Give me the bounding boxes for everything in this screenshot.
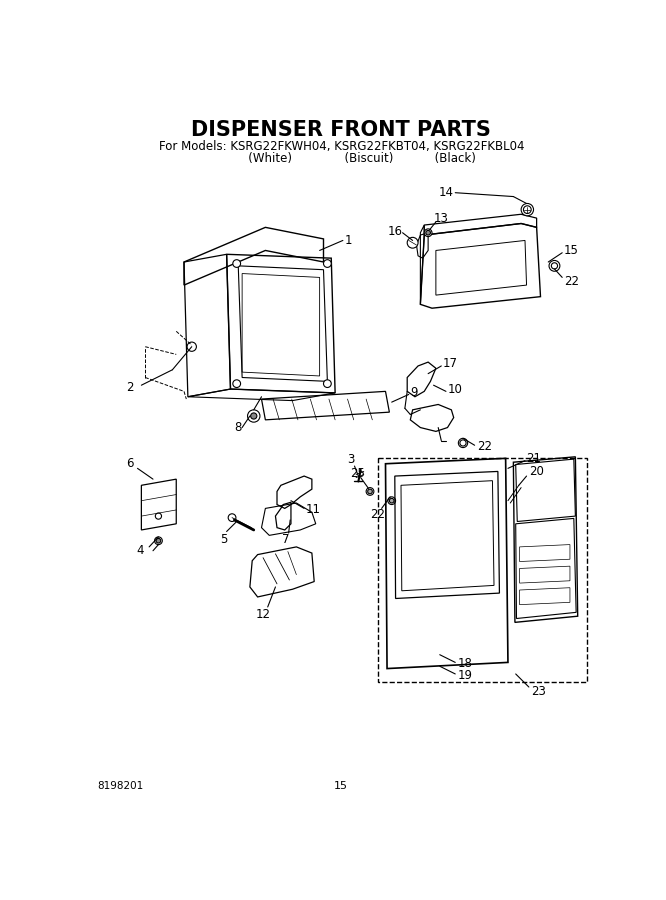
Circle shape — [233, 260, 240, 267]
Text: 9: 9 — [410, 386, 418, 400]
Text: For Models: KSRG22FKWH04, KSRG22FKBT04, KSRG22FKBL04: For Models: KSRG22FKWH04, KSRG22FKBT04, … — [159, 140, 524, 153]
Circle shape — [460, 440, 466, 446]
Circle shape — [228, 514, 236, 521]
Circle shape — [388, 497, 396, 505]
Circle shape — [390, 499, 394, 503]
Text: 11: 11 — [306, 503, 320, 517]
Text: 19: 19 — [458, 669, 473, 682]
Text: 22: 22 — [477, 440, 492, 454]
Text: 8198201: 8198201 — [97, 780, 143, 790]
Text: 2: 2 — [126, 381, 133, 394]
Circle shape — [521, 203, 533, 216]
Text: 25: 25 — [350, 467, 366, 481]
Circle shape — [233, 380, 240, 388]
Circle shape — [549, 260, 560, 271]
Circle shape — [551, 263, 557, 269]
Circle shape — [366, 488, 374, 495]
Circle shape — [426, 230, 430, 235]
Text: 10: 10 — [448, 383, 462, 396]
Bar — [378, 458, 587, 681]
Text: DISPENSER FRONT PARTS: DISPENSER FRONT PARTS — [191, 120, 492, 140]
Text: 3: 3 — [347, 454, 354, 466]
Circle shape — [458, 438, 468, 447]
Text: 14: 14 — [438, 186, 453, 199]
Text: 6: 6 — [126, 457, 133, 470]
Text: 17: 17 — [443, 357, 458, 370]
Circle shape — [523, 206, 531, 213]
Circle shape — [248, 410, 260, 422]
Text: (White)              (Biscuit)           (Black): (White) (Biscuit) (Black) — [207, 151, 476, 165]
Circle shape — [155, 537, 163, 544]
Text: 15: 15 — [563, 244, 579, 257]
Text: 20: 20 — [529, 465, 543, 478]
Text: 23: 23 — [531, 685, 546, 698]
Text: 15: 15 — [334, 780, 348, 790]
Text: 4: 4 — [136, 544, 143, 557]
Text: 5: 5 — [220, 533, 228, 545]
Circle shape — [156, 538, 161, 543]
Circle shape — [324, 260, 331, 267]
Text: 22: 22 — [370, 508, 385, 521]
Text: 16: 16 — [388, 225, 403, 238]
Text: 12: 12 — [255, 608, 270, 621]
Text: 13: 13 — [434, 212, 448, 225]
Circle shape — [187, 342, 196, 351]
Text: 18: 18 — [458, 657, 472, 670]
Circle shape — [424, 229, 432, 237]
Text: 22: 22 — [563, 274, 579, 288]
Text: 7: 7 — [282, 533, 290, 545]
Circle shape — [368, 490, 372, 494]
Text: 1: 1 — [344, 234, 352, 247]
Text: 21: 21 — [527, 452, 541, 464]
Circle shape — [155, 513, 162, 519]
Circle shape — [407, 238, 418, 248]
Text: 8: 8 — [234, 421, 242, 434]
Circle shape — [250, 413, 257, 419]
Circle shape — [324, 380, 331, 388]
